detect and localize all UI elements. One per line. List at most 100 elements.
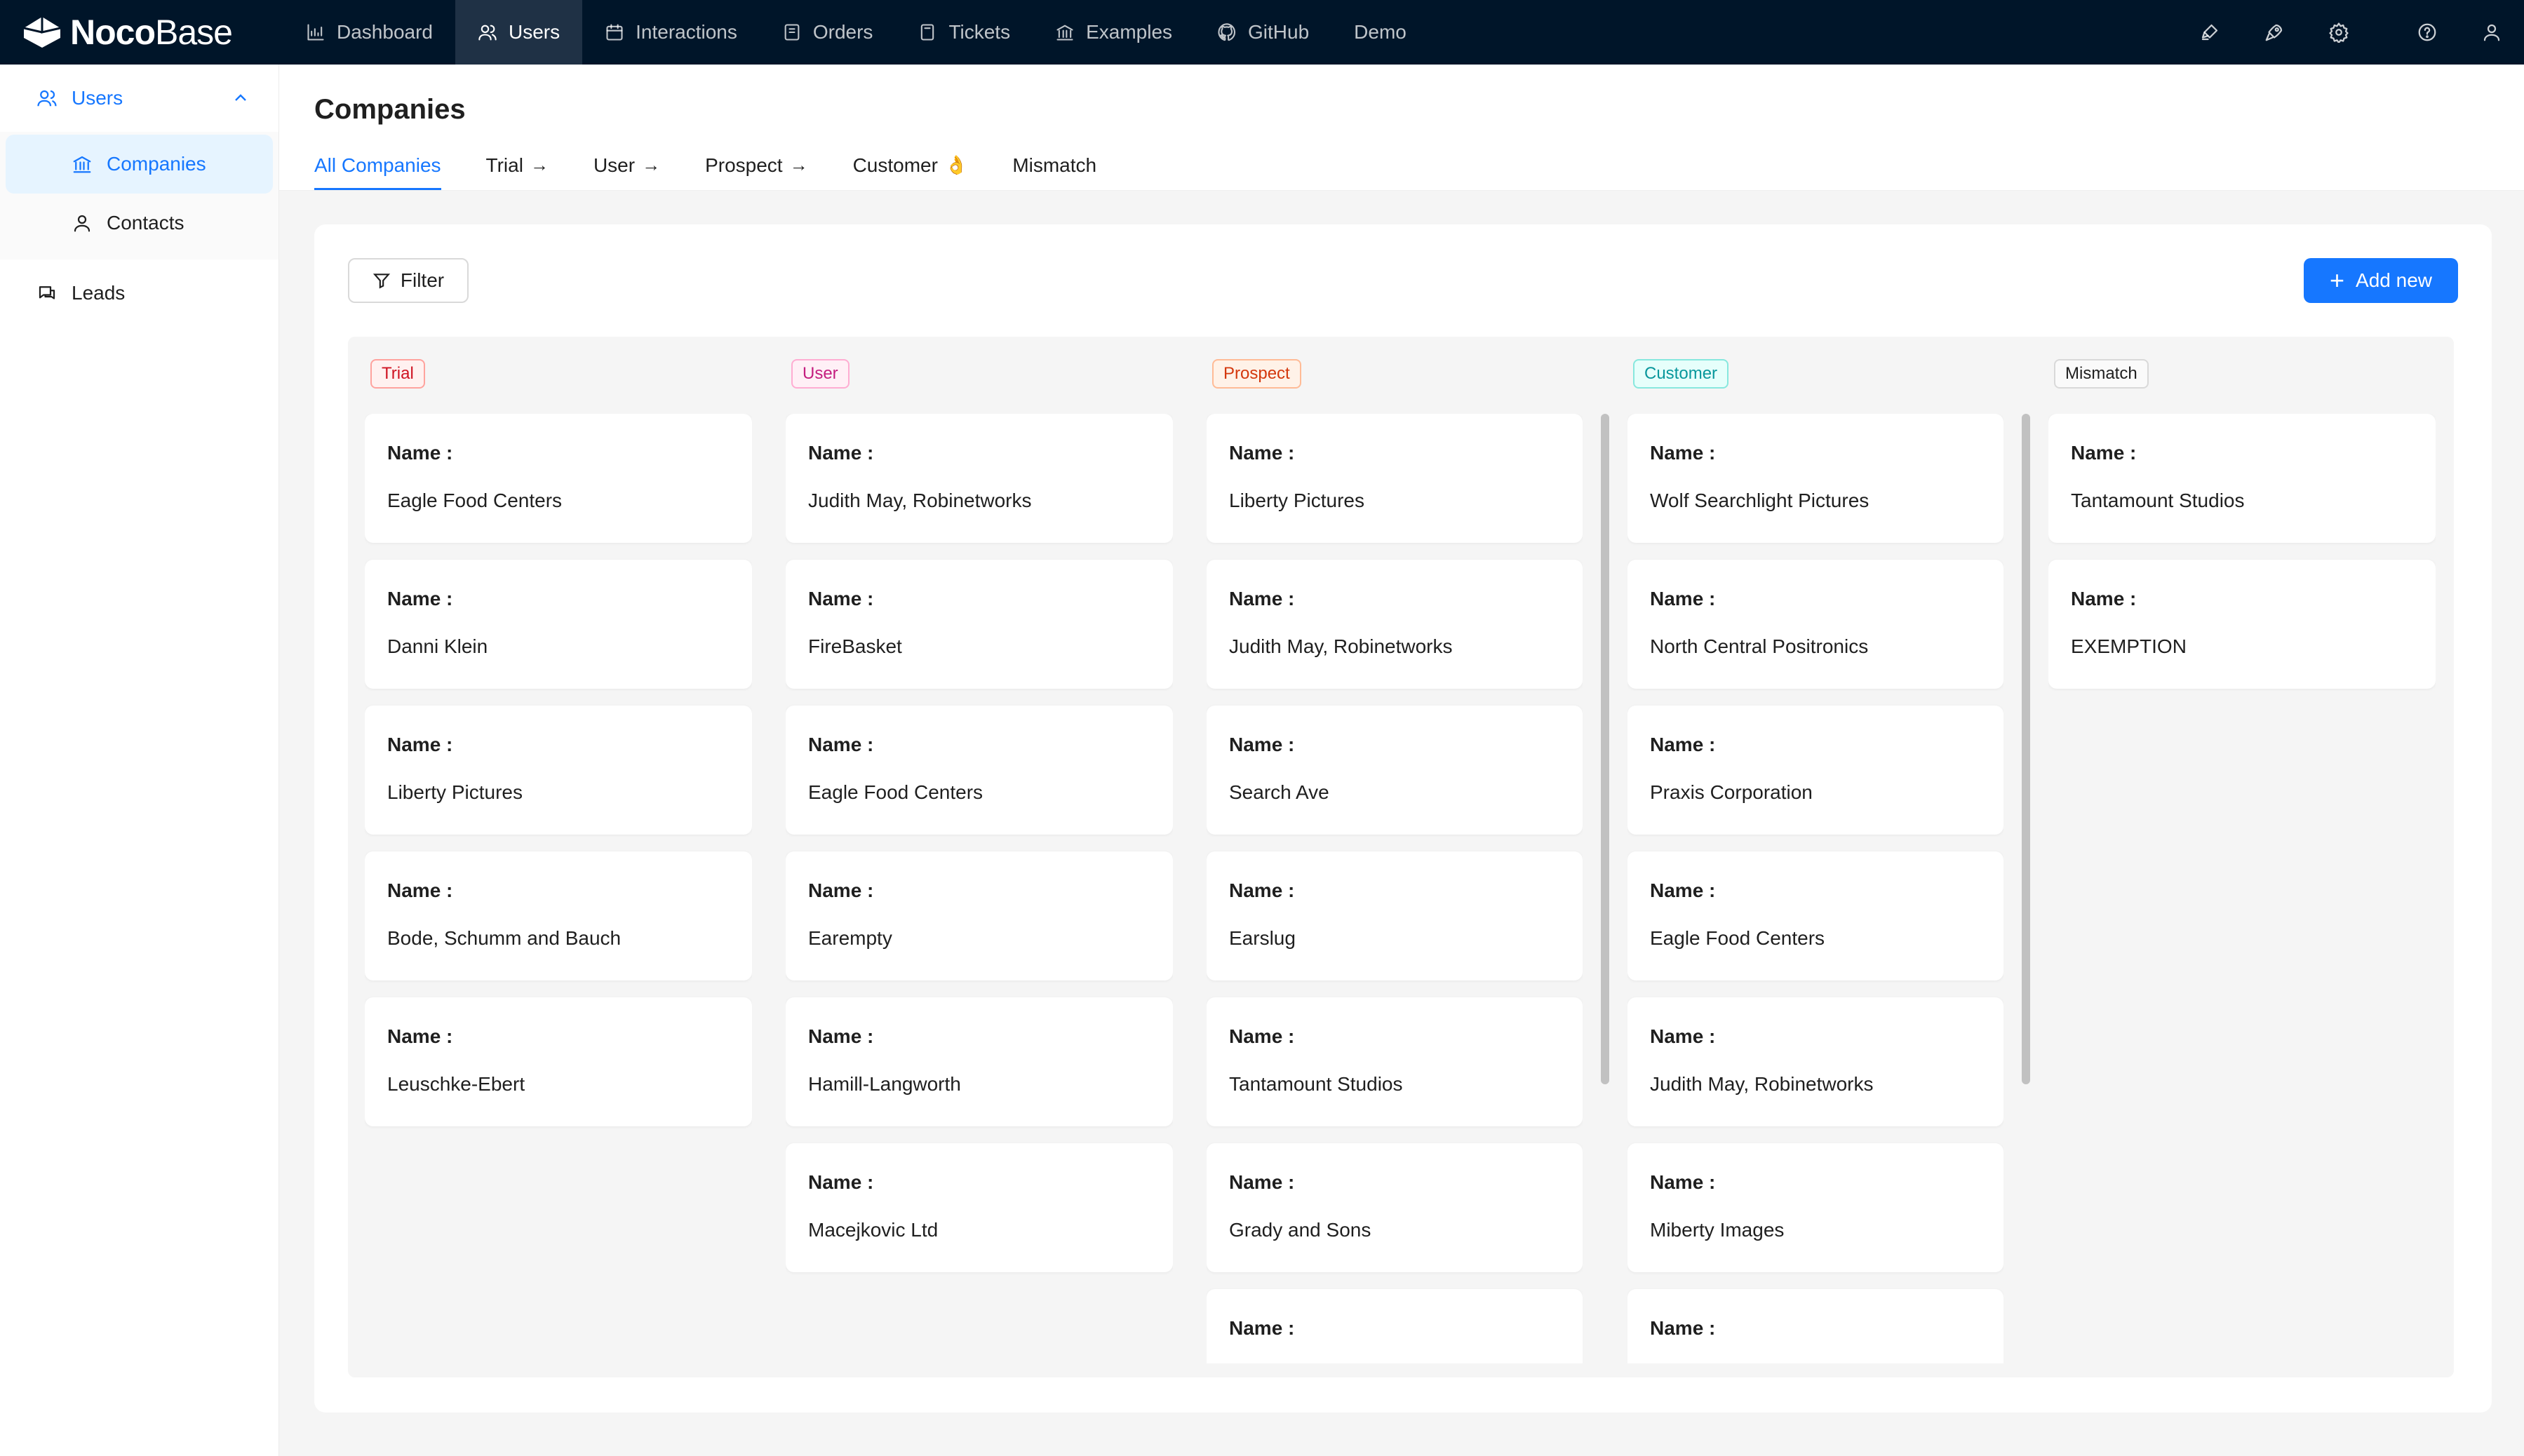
- tab-user[interactable]: User →: [593, 150, 660, 191]
- field-value: Miberty Images: [1650, 1219, 1785, 1241]
- add-new-button[interactable]: + Add new: [2304, 258, 2458, 303]
- filter-icon: [372, 274, 391, 289]
- sidebar-items: Leads: [0, 259, 278, 327]
- nav-item-users[interactable]: Users: [455, 0, 583, 65]
- rocket-button[interactable]: [2242, 0, 2307, 65]
- tab-customer[interactable]: Customer 👌: [853, 150, 968, 191]
- nav-item-examples[interactable]: Examples: [1033, 0, 1195, 65]
- kanban-card[interactable]: Name : EXEMPTION: [2048, 560, 2436, 689]
- sidebar-item-label: Companies: [107, 153, 206, 175]
- tab-suffix: →: [789, 154, 808, 175]
- tab-trial[interactable]: Trial →: [486, 150, 549, 191]
- logo[interactable]: NocoBase: [0, 0, 283, 65]
- field-label: Name :: [2071, 588, 2137, 609]
- field-label: Name :: [808, 1171, 874, 1193]
- kanban-card[interactable]: Name : Wolf Searchlight Pictures: [1627, 414, 2003, 543]
- nav-item-github[interactable]: GitHub: [1195, 0, 1331, 65]
- kanban-column-mismatch: Mismatch Name : Tantamount Studios Name : EX…: [2048, 337, 2454, 1377]
- field-label: Name :: [1650, 1025, 1716, 1047]
- field-value: Hamill-Langworth: [808, 1073, 961, 1095]
- tab-label: Mismatch: [1012, 154, 1097, 176]
- sidebar-item-contacts[interactable]: Contacts: [6, 194, 273, 252]
- sidebar-group-users[interactable]: Users: [0, 65, 278, 132]
- bank-icon: [1056, 25, 1073, 41]
- kanban-card[interactable]: Name : Bode, Schumm and Bauch: [365, 851, 752, 980]
- colon: :: [1703, 1317, 1716, 1339]
- kanban-card[interactable]: Name : Leuschke-Ebert: [365, 997, 752, 1126]
- sidebar-item-label: Contacts: [107, 212, 184, 234]
- kanban-card[interactable]: Name :: [1627, 1289, 2003, 1363]
- user-icon: [74, 215, 90, 232]
- tab-all-companies[interactable]: All Companies: [314, 150, 441, 191]
- kanban-card[interactable]: Name : Miberty Images: [1627, 1143, 2003, 1272]
- top-nav-menu: Dashboard Users Interactions Orders Tickets E…: [283, 0, 1429, 65]
- field-label: Name :: [808, 734, 874, 755]
- colon: :: [861, 734, 874, 755]
- card-list: Name : Wolf Searchlight Pictures Name : Nor…: [1627, 414, 2003, 1363]
- field-value: Macejkovic Ltd: [808, 1219, 939, 1241]
- kanban-card[interactable]: Name : Liberty Pictures: [365, 706, 752, 835]
- help-button[interactable]: [2395, 0, 2459, 65]
- field-label: Name :: [808, 442, 874, 464]
- kanban-card[interactable]: Name : Search Ave: [1207, 706, 1583, 835]
- nav-item-tickets[interactable]: Tickets: [895, 0, 1033, 65]
- column-scrollbar[interactable]: [1601, 414, 1609, 1084]
- colon: :: [1703, 1025, 1716, 1047]
- tab-mismatch[interactable]: Mismatch: [1012, 150, 1096, 191]
- field-label: Name :: [808, 588, 874, 609]
- kanban-card[interactable]: Name : Eagle Food Centers: [786, 706, 1173, 835]
- tab-suffix: →: [642, 154, 661, 175]
- help-icon: [2418, 23, 2436, 41]
- nav-item-orders[interactable]: Orders: [760, 0, 896, 65]
- colon: :: [1703, 1171, 1716, 1193]
- bar-chart-icon: [307, 24, 324, 41]
- gear-button[interactable]: [2307, 0, 2371, 65]
- nav-item-demo[interactable]: Demo: [1331, 0, 1429, 65]
- kanban-card[interactable]: Name : Judith May, Robinetworks: [786, 414, 1173, 543]
- colon: :: [441, 734, 453, 755]
- kanban-card[interactable]: Name : Hamill-Langworth: [786, 997, 1173, 1126]
- page-header: Companies All Companies Trial → User → Prospe…: [279, 65, 2524, 191]
- user-button[interactable]: [2459, 0, 2524, 65]
- tab-label: User: [593, 154, 636, 176]
- colon: :: [1282, 734, 1295, 755]
- kanban-card[interactable]: Name : North Central Positronics: [1627, 560, 2003, 689]
- nav-item-label: Users: [508, 21, 560, 43]
- column-scrollbar[interactable]: [2022, 414, 2030, 1084]
- colon: :: [1703, 442, 1716, 464]
- top-navbar: NocoBase Dashboard Users Interactions Order…: [0, 0, 2524, 65]
- kanban-card[interactable]: Name : Tantamount Studios: [2048, 414, 2436, 543]
- kanban-card[interactable]: Name : Macejkovic Ltd: [786, 1143, 1173, 1272]
- kanban-card[interactable]: Name : Tantamount Studios: [1207, 997, 1583, 1126]
- kanban-card[interactable]: Name :: [1207, 1289, 1583, 1363]
- kanban-card[interactable]: Name : Earslug: [1207, 851, 1583, 980]
- sidebar-item-companies[interactable]: Companies: [6, 135, 273, 194]
- card-list: Name : Eagle Food Centers Name : Danni Klei…: [365, 414, 752, 1363]
- field-value: Wolf Searchlight Pictures: [1650, 490, 1869, 511]
- field-value: Liberty Pictures: [1229, 490, 1364, 511]
- users-icon: [478, 25, 497, 41]
- users-icon: [37, 90, 57, 107]
- kanban-card[interactable]: Name : Grady and Sons: [1207, 1143, 1583, 1272]
- nav-item-dashboard[interactable]: Dashboard: [283, 0, 455, 65]
- kanban-card[interactable]: Name : Eagle Food Centers: [365, 414, 752, 543]
- colon: :: [1703, 879, 1716, 901]
- logo-text: NocoBase: [70, 13, 233, 52]
- kanban-card[interactable]: Name : Praxis Corporation: [1627, 706, 2003, 835]
- kanban-card[interactable]: Name : Judith May, Robinetworks: [1207, 560, 1583, 689]
- field-value: FireBasket: [808, 635, 902, 657]
- colon: :: [441, 442, 453, 464]
- sidebar-item-leads[interactable]: Leads: [0, 259, 278, 327]
- kanban-card[interactable]: Name : Eagle Food Centers: [1627, 851, 2003, 980]
- nav-item-interactions[interactable]: Interactions: [582, 0, 760, 65]
- kanban-card[interactable]: Name : Judith May, Robinetworks: [1627, 997, 2003, 1126]
- kanban-card[interactable]: Name : Danni Klein: [365, 560, 752, 689]
- kanban-card[interactable]: Name : FireBasket: [786, 560, 1173, 689]
- field-value: Search Ave: [1229, 781, 1329, 803]
- field-label: Name :: [1229, 442, 1295, 464]
- kanban-card[interactable]: Name : Earempty: [786, 851, 1173, 980]
- tab-prospect[interactable]: Prospect →: [705, 150, 808, 191]
- filter-button[interactable]: Filter: [348, 258, 469, 303]
- highlighter-button[interactable]: [2177, 0, 2242, 65]
- kanban-card[interactable]: Name : Liberty Pictures: [1207, 414, 1583, 543]
